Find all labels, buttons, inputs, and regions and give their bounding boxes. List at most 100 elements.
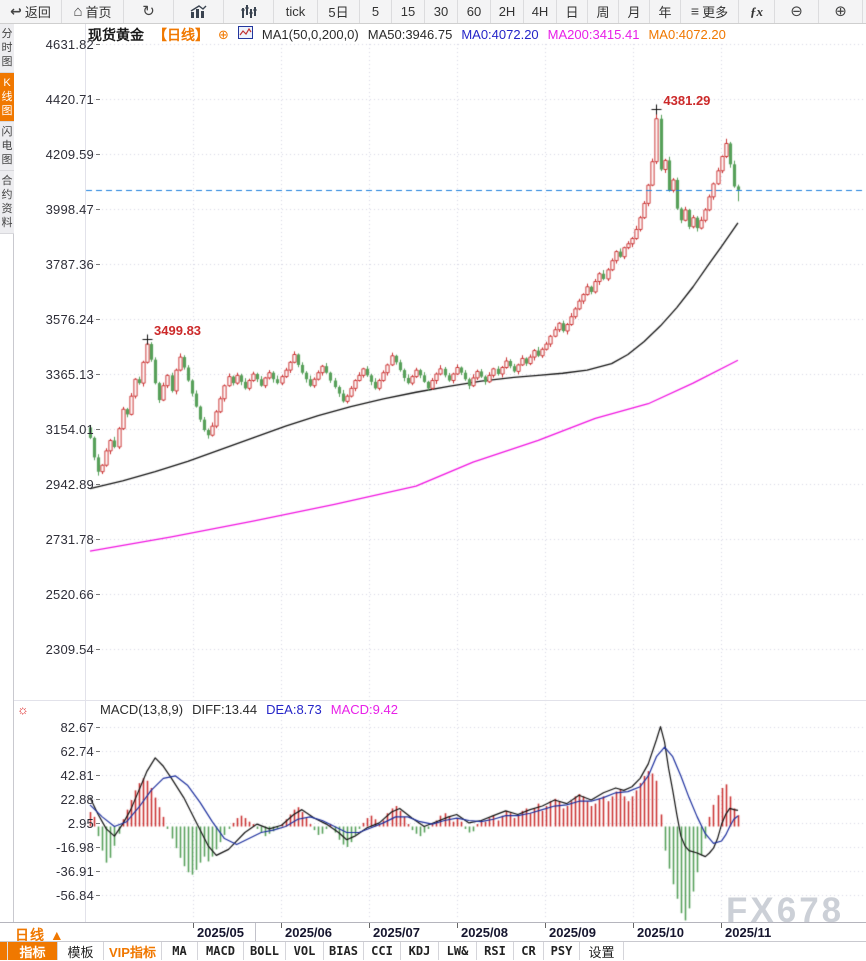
price-axis-label: 3154.01: [45, 422, 94, 437]
toolbar-button-2H[interactable]: 2H: [491, 0, 524, 23]
indicator-tab-指标[interactable]: 指标: [8, 942, 58, 960]
toolbar-button-zoom-out-icon[interactable]: ⊖: [775, 0, 819, 23]
indicator-tab-MA[interactable]: MA: [162, 942, 198, 960]
month-tick: [193, 923, 194, 928]
zoom-in-icon: ⊕: [834, 3, 847, 20]
toolbar-button-周[interactable]: 周: [588, 0, 619, 23]
toolbar-button-日[interactable]: 日: [557, 0, 588, 23]
month-label: 2025/08: [461, 925, 508, 940]
price-axis-label: 3576.24: [45, 312, 94, 327]
axis-tick: [96, 594, 100, 595]
sidebar-tab-K线图[interactable]: K线图: [0, 73, 14, 122]
axis-tick: [96, 727, 100, 728]
indicator-tab-BOLL[interactable]: BOLL: [244, 942, 286, 960]
legend-value: MA1(50,0,200,0): [261, 26, 359, 42]
bar-chart-icon: [190, 5, 207, 18]
toolbar-button-label: 年: [658, 5, 672, 20]
legend-value: MACD(13,8,9): [100, 702, 184, 717]
month-label: 2025/10: [637, 925, 684, 940]
sidebar-tab-分时图[interactable]: 分时图: [0, 24, 14, 73]
axis-tick: [96, 799, 100, 800]
legend-value: MA200:3415.41: [547, 26, 640, 42]
month-tick: [369, 923, 370, 928]
indicator-tab-模板[interactable]: 模板: [58, 942, 104, 960]
plus-circle-icon[interactable]: ⊕: [218, 26, 229, 42]
period-cell-border: [255, 923, 256, 942]
home-icon: ⌂: [73, 3, 83, 20]
macd-settings-icon[interactable]: ☼: [17, 702, 29, 717]
indicator-tab-VIP指标[interactable]: VIP指标: [104, 942, 162, 960]
toolbar-button-label: 30: [433, 4, 449, 19]
toolbar-button-label: 15: [400, 4, 416, 19]
top-toolbar: ↩ 返回 ⌂ 首页 ↻ tick 5日 5 15 30 60 2H 4H 日周月年 ≡ 更多 ƒx ⊖ ⊕: [0, 0, 866, 24]
month-label: 2025/07: [373, 925, 420, 940]
indicator-tab-BIAS[interactable]: BIAS: [324, 942, 364, 960]
toolbar-button-返回[interactable]: ↩ 返回: [0, 0, 62, 23]
indicator-tab-CCI[interactable]: CCI: [364, 942, 401, 960]
macd-axis-label: 62.74: [60, 744, 94, 759]
price-axis-label: 2309.54: [45, 642, 94, 657]
month-tick: [633, 923, 634, 928]
main-chart-legend: 现货黄金 【日线】 ⊕ MA1(50,0,200,0) MA50:3946.75 MA0:…: [88, 26, 726, 43]
toolbar-button-label: 5: [371, 4, 380, 19]
indicator-tab-RSI[interactable]: RSI: [477, 942, 514, 960]
toolbar-button-label: tick: [285, 4, 306, 19]
axis-tick: [96, 99, 100, 100]
indicator-tab-VOL[interactable]: VOL: [286, 942, 324, 960]
toolbar-button-label: 日: [565, 5, 579, 20]
candlestick-icon: [240, 5, 257, 18]
month-label: 2025/06: [285, 925, 332, 940]
toolbar-button-fx[interactable]: ƒx: [739, 0, 775, 23]
toolbar-button-label: 4H: [531, 4, 549, 19]
toolbar-button-15[interactable]: 15: [392, 0, 425, 23]
axis-tick: [96, 751, 100, 752]
legend-value: MA50:3946.75: [367, 26, 453, 42]
tabbar-corner-accent: [0, 942, 8, 960]
period-selector-button[interactable]: 日线 ▲: [15, 925, 65, 945]
axis-tick: [96, 264, 100, 265]
toolbar-button-refresh-icon[interactable]: ↻: [124, 0, 174, 23]
month-label: 2025/09: [549, 925, 596, 940]
sidebar-tab-合约资料[interactable]: 合约资料: [0, 171, 14, 234]
toolbar-button-更多[interactable]: ≡ 更多: [681, 0, 739, 23]
month-tick: [545, 923, 546, 928]
sidebar-tab-闪电图[interactable]: 闪电图: [0, 122, 14, 171]
price-axis-label: 3365.13: [45, 367, 94, 382]
indicator-tab-CR[interactable]: CR: [514, 942, 544, 960]
axis-tick: [96, 429, 100, 430]
toolbar-button-bar-chart-icon[interactable]: [174, 0, 224, 23]
toolbar-button-月[interactable]: 月: [619, 0, 650, 23]
toolbar-button-5日[interactable]: 5日: [318, 0, 360, 23]
toolbar-button-4H[interactable]: 4H: [524, 0, 557, 23]
indicator-tab-PSY[interactable]: PSY: [544, 942, 580, 960]
legend-value: DEA:8.73: [266, 702, 322, 717]
toolbar-button-candlestick-icon[interactable]: [224, 0, 274, 23]
toolbar-button-label: 首页: [85, 5, 112, 20]
toolbar-button-zoom-in-icon[interactable]: ⊕: [819, 0, 863, 23]
toolbar-button-年[interactable]: 年: [650, 0, 681, 23]
indicator-tab-设置[interactable]: 设置: [580, 942, 624, 960]
toolbar-button-tick[interactable]: tick: [274, 0, 318, 23]
indicator-tab-KDJ[interactable]: KDJ: [401, 942, 439, 960]
toolbar-button-30[interactable]: 30: [425, 0, 458, 23]
toolbar-button-label: 月: [627, 5, 641, 20]
mini-chart-icon[interactable]: [237, 26, 253, 43]
indicator-tab-LW&[interactable]: LW&: [439, 942, 477, 960]
toolbar-button-5[interactable]: 5: [360, 0, 392, 23]
price-axis-label: 3787.36: [45, 257, 94, 272]
macd-axis-label: -36.91: [55, 864, 94, 879]
axis-tick: [96, 871, 100, 872]
toolbar-button-首页[interactable]: ⌂ 首页: [62, 0, 124, 23]
indicator-tab-MACD[interactable]: MACD: [198, 942, 244, 960]
axis-tick: [96, 319, 100, 320]
legend-value: 现货黄金: [88, 26, 144, 43]
macd-axis-label: 22.88: [60, 792, 94, 807]
indicator-tab-bar: 指标 模板 VIP指标 MA MACD BOLL VOL BIAS CCI KDJ LW& RSI CR…: [0, 941, 866, 960]
back-arrow-icon: ↩: [10, 3, 22, 19]
month-label: 2025/11: [725, 925, 772, 940]
axis-tick: [96, 847, 100, 848]
month-tick: [721, 923, 722, 928]
toolbar-button-60[interactable]: 60: [458, 0, 491, 23]
